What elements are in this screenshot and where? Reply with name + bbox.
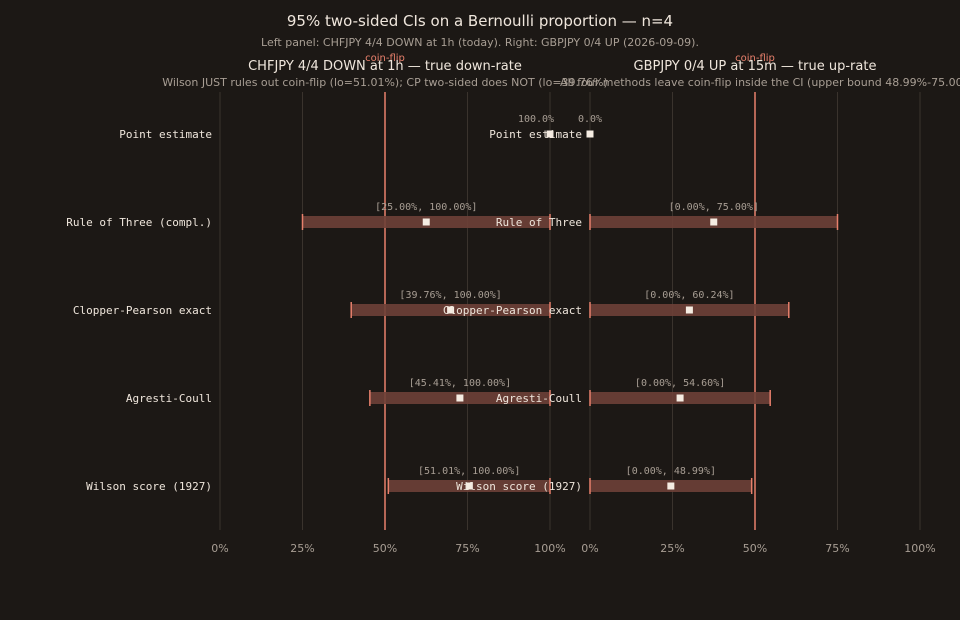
ci-value-label: [0.00%, 60.24%] — [644, 290, 734, 301]
x-tick-label: 100% — [534, 542, 565, 555]
point-value-label: 100.0% — [518, 114, 554, 125]
row-label: Clopper-Pearson exact — [73, 304, 212, 317]
point-estimate-marker — [546, 130, 554, 138]
point-estimate-marker — [685, 306, 693, 314]
x-tick-label: 75% — [825, 542, 849, 555]
row-label: Rule of Three — [496, 216, 582, 229]
x-tick-label: 25% — [290, 542, 314, 555]
panel-annotation: Wilson JUST rules out coin-flip (lo=51.0… — [162, 76, 608, 89]
point-estimate-marker — [465, 482, 473, 490]
x-tick-label: 50% — [373, 542, 397, 555]
panel-title: GBPJPY 0/4 UP at 15m — true up-rate — [634, 59, 877, 74]
row-label: Wilson score (1927) — [456, 480, 582, 493]
point-estimate-marker — [422, 218, 430, 226]
ci-value-label: [0.00%, 54.60%] — [635, 378, 725, 389]
ci-value-label: [25.00%, 100.00%] — [375, 202, 477, 213]
coin-flip-label: coin-flip — [735, 53, 775, 64]
x-tick-label: 75% — [455, 542, 479, 555]
point-value-label: 0.0% — [578, 114, 602, 125]
point-estimate-marker — [447, 306, 455, 314]
coin-flip-label: coin-flip — [365, 53, 405, 64]
row-label: Point estimate — [119, 128, 212, 141]
row-label: Rule of Three (compl.) — [66, 216, 212, 229]
x-tick-label: 0% — [211, 542, 228, 555]
x-tick-label: 50% — [743, 542, 767, 555]
point-estimate-marker — [676, 394, 684, 402]
panel-annotation: All four methods leave coin-flip inside … — [560, 76, 960, 89]
figure-title: 95% two-sided CIs on a Bernoulli proport… — [287, 12, 673, 30]
ci-value-label: [0.00%, 75.00%] — [669, 202, 759, 213]
panel-title: CHFJPY 4/4 DOWN at 1h — true down-rate — [248, 59, 522, 74]
ci-value-label: [39.76%, 100.00%] — [399, 290, 501, 301]
point-estimate-marker — [586, 130, 594, 138]
ci-value-label: [45.41%, 100.00%] — [409, 378, 511, 389]
row-label: Point estimate — [489, 128, 582, 141]
row-label: Agresti-Coull — [496, 392, 582, 405]
x-tick-label: 25% — [660, 542, 684, 555]
row-label: Agresti-Coull — [126, 392, 212, 405]
point-estimate-marker — [710, 218, 718, 226]
row-label: Clopper-Pearson exact — [443, 304, 582, 317]
ci-value-label: [51.01%, 100.00%] — [418, 466, 520, 477]
x-tick-label: 0% — [581, 542, 598, 555]
x-tick-label: 100% — [904, 542, 935, 555]
ci-value-label: [0.00%, 48.99%] — [626, 466, 716, 477]
figure-subtitle: Left panel: CHFJPY 4/4 DOWN at 1h (today… — [261, 36, 699, 49]
point-estimate-marker — [456, 394, 464, 402]
point-estimate-marker — [667, 482, 675, 490]
row-label: Wilson score (1927) — [86, 480, 212, 493]
